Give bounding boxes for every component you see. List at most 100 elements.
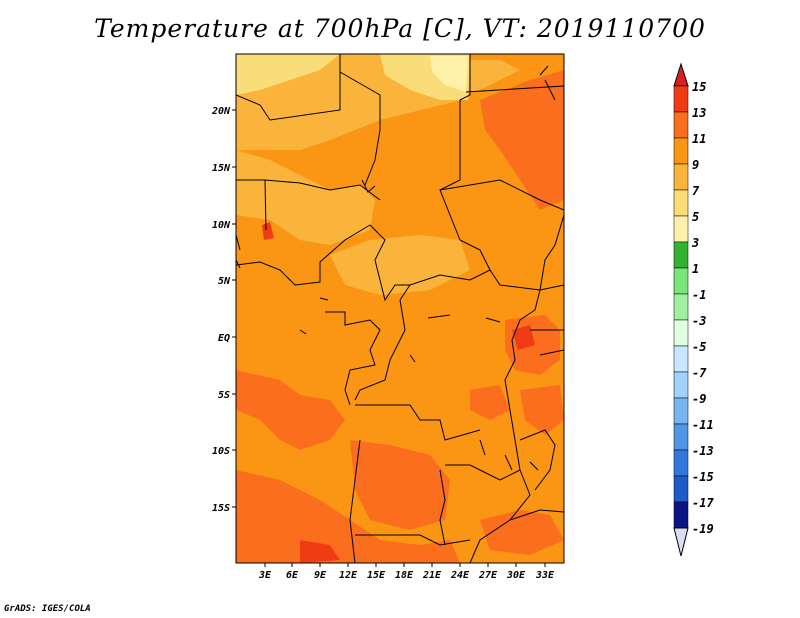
lat-label: 15S (212, 503, 230, 514)
field-5-7-nw (236, 54, 340, 95)
country-borders (236, 54, 564, 563)
lat-label: 10N (212, 220, 231, 231)
border-south-sudan (539, 214, 564, 291)
lon-label: 24E (450, 570, 470, 581)
colorbar-label: 11 (692, 132, 706, 146)
border-egypt-sudan (465, 85, 564, 93)
border-benin (264, 179, 267, 231)
coast-fragments (299, 297, 501, 335)
coast-gulf (236, 234, 241, 269)
colorbar-box (673, 423, 689, 451)
lon-label: 18E (395, 570, 414, 581)
colorbar-box (673, 215, 689, 243)
colorbar-box (673, 293, 689, 321)
colorbar-label: -15 (692, 470, 714, 484)
field-7-9-sahel (236, 150, 375, 245)
colorbar-label: -11 (692, 418, 714, 432)
colorbar-label: -19 (692, 522, 714, 536)
colorbar-label: 13 (692, 106, 706, 120)
border-gabon-congo (325, 311, 381, 406)
field-11-13-west (236, 370, 345, 450)
colorbar-label: -5 (692, 340, 706, 354)
lon-label: 12E (339, 570, 358, 581)
field-13-15-lakes (512, 325, 535, 350)
colorbar-box (673, 241, 689, 269)
border-eastern-drc (504, 289, 541, 471)
field-11-13-ne (480, 70, 564, 210)
field-11-13-se (480, 510, 564, 555)
lon-label: 21E (422, 570, 442, 581)
axis-ticks (232, 109, 546, 567)
colorbar-label: -9 (692, 392, 706, 406)
colorbar-label: -7 (692, 366, 707, 380)
colorbar-box (673, 371, 689, 399)
colorbar-label: 3 (691, 236, 699, 250)
lat-label: EQ (218, 333, 230, 344)
lon-labels: 3E 6E 9E 12E 15E 18E 21E 24E 27E 30E 33E (258, 570, 555, 581)
border-niger-libya (339, 71, 381, 186)
lat-label: 15N (212, 163, 231, 174)
colorbar-label: 7 (692, 184, 700, 198)
colorbar-label: -1 (692, 288, 706, 302)
colorbar-upper-arrow (673, 62, 689, 87)
colorbar-box (673, 501, 689, 529)
colorbar-box (673, 189, 689, 217)
lat-label: 5S (218, 390, 230, 401)
lon-label: 3E (258, 570, 272, 581)
lon-label: 27E (478, 570, 498, 581)
colorbar-box (673, 111, 689, 139)
colorbar: 15 13 11 9 7 5 3 1 -1 -3 -5 -7 -9 -11 -1… (673, 62, 714, 557)
colorbar-label: 9 (692, 158, 699, 172)
colorbar-box (673, 319, 689, 347)
colorbar-label: -17 (692, 496, 714, 510)
lake-chad (361, 179, 376, 193)
colorbar-box (673, 449, 689, 477)
lat-label: 20N (211, 106, 231, 117)
border-angola-drc (355, 404, 481, 441)
field-11-13-east (520, 385, 564, 435)
colorbar-box (673, 163, 689, 191)
map-title: Temperature at 700hPa [C], VT: 201911070… (94, 14, 706, 43)
temperature-field (236, 54, 564, 563)
field-13-15-sw (300, 540, 340, 563)
field-13-15-west (262, 222, 274, 240)
lon-label: 6E (286, 570, 299, 581)
border-zambia-drc (445, 464, 521, 481)
grads-credit: GrADS: IGES/COLA (4, 604, 91, 614)
border-congo-drc (354, 284, 411, 401)
border-car-sudan (459, 239, 491, 271)
colorbar-label: 15 (692, 80, 706, 94)
lat-labels: 20N 15N 10N 5N EQ 5S 10S 15S (211, 106, 231, 514)
field-11-13-sw (236, 470, 460, 563)
border-sudan-east (439, 179, 564, 211)
colorbar-box (673, 345, 689, 373)
lon-label: 33E (535, 570, 555, 581)
border-niger-nigeria (236, 179, 381, 201)
map-frame (235, 53, 565, 564)
colorbar-box (673, 397, 689, 425)
border-red-sea (539, 65, 556, 101)
colorbar-box (673, 85, 689, 113)
colorbar-label: -3 (692, 314, 706, 328)
border-mali-algeria (236, 54, 341, 121)
border-tanzania-malawi (519, 429, 556, 491)
colorbar-box (673, 137, 689, 165)
lon-label: 15E (367, 570, 386, 581)
colorbar-label: 1 (692, 262, 699, 276)
colorbar-box (673, 267, 689, 295)
border-mozambique (509, 509, 564, 521)
border-angola-coast (349, 439, 361, 563)
border-west-coast (236, 224, 371, 286)
colorbar-label: -13 (692, 444, 714, 458)
field-7-9-central (330, 235, 470, 295)
border-angola-zambia (439, 469, 446, 546)
lon-label: 9E (314, 570, 327, 581)
colorbar-box (673, 475, 689, 503)
lon-label: 30E (506, 570, 526, 581)
field-11-13-congo (470, 385, 510, 420)
lat-label: 5N (218, 276, 231, 287)
field-11-13-angola (350, 440, 450, 530)
border-uganda-kenya (530, 329, 564, 356)
border-namibia (355, 534, 471, 546)
